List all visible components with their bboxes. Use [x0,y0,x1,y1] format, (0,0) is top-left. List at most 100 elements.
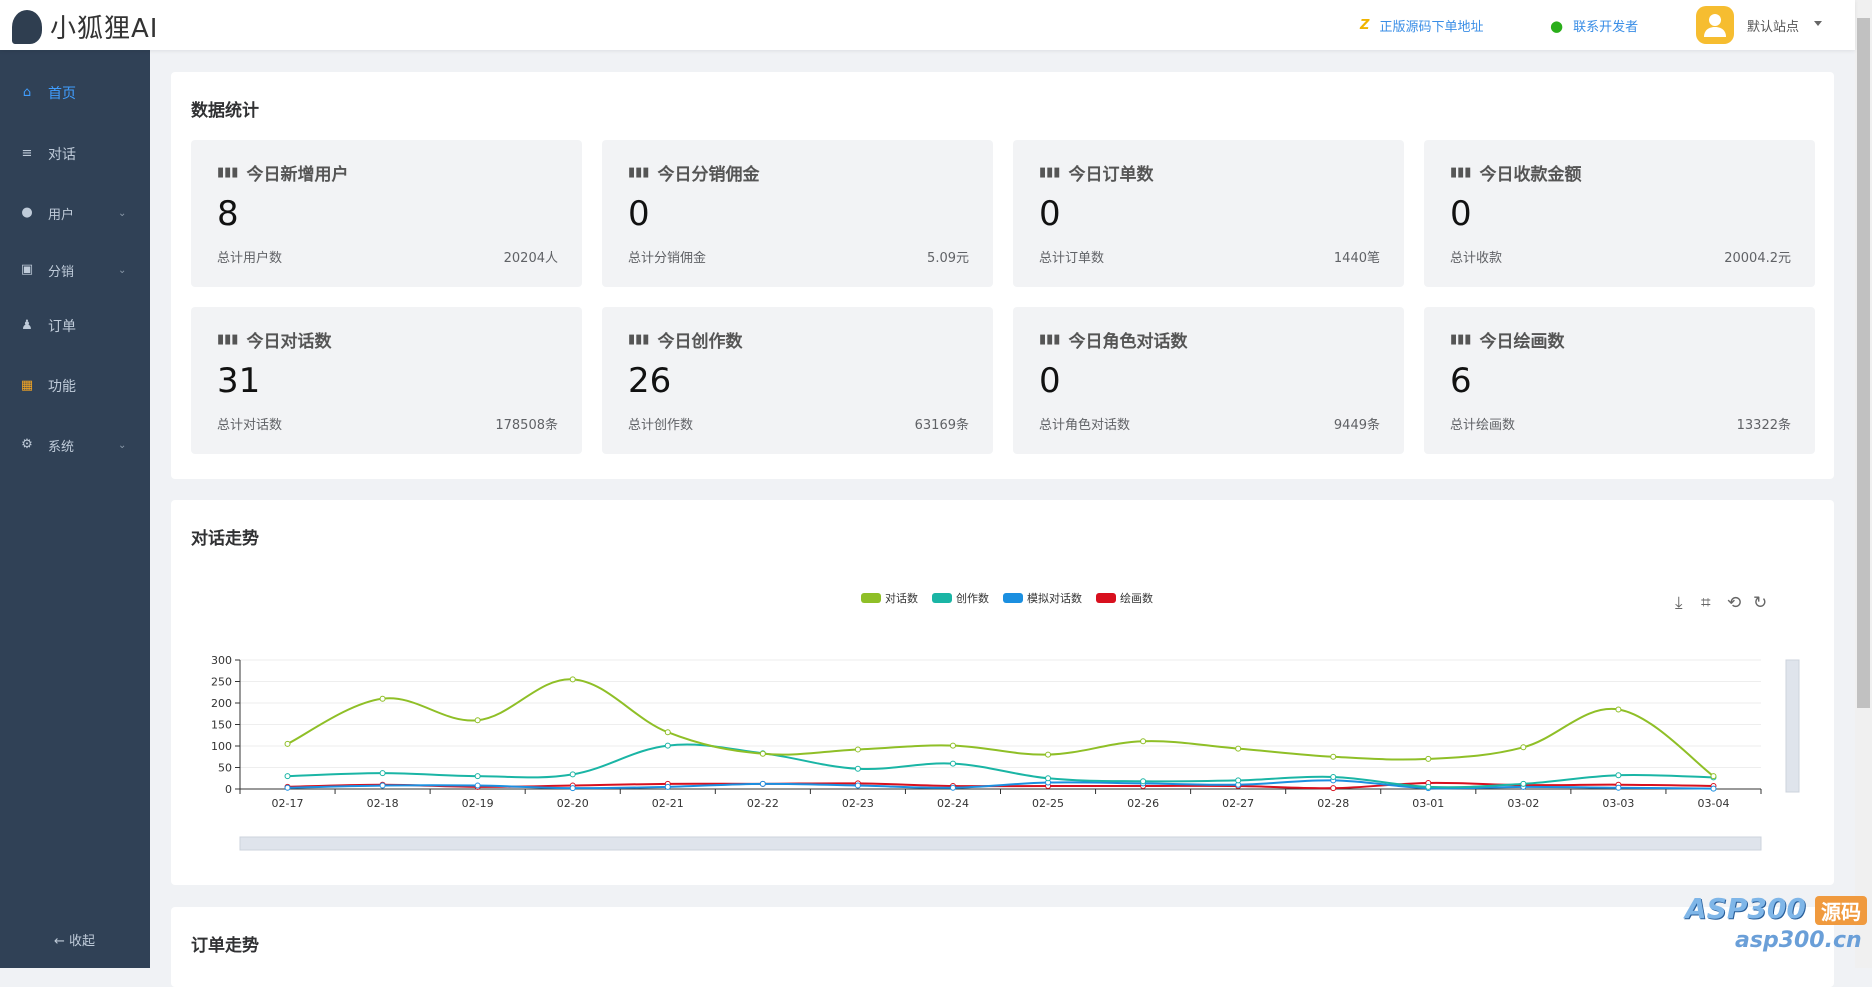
stat-title: ▮▮▮ 今日对话数 [217,327,331,352]
data-point[interactable] [569,785,576,792]
data-point[interactable] [1045,751,1052,758]
data-point[interactable] [759,750,766,757]
legend-swatch[interactable] [861,593,881,603]
sidebar-item-chat[interactable]: ≡ 对话 [0,132,150,176]
data-point[interactable] [284,740,291,747]
data-point[interactable] [569,676,576,683]
chevron-down-icon: ⌄ [118,264,127,276]
site-selector[interactable]: 默认站点 [1747,20,1800,35]
data-point[interactable] [854,782,861,789]
legend-swatch[interactable] [1096,593,1116,603]
data-point[interactable] [474,717,481,724]
zoom-select-icon[interactable]: ⌗ [1701,593,1711,613]
stat-box: ▮▮▮ 今日角色对话数 0 总计角色对话数 9449条 [1013,307,1404,454]
stat-total-value: 13322条 [1736,418,1791,433]
sidebar-item-system[interactable]: ⚙ 系统 ⌄ [0,423,150,467]
sidebar-item-distribution[interactable]: ▣ 分销 ⌄ [0,248,150,292]
data-point[interactable] [379,695,386,702]
data-point[interactable] [1710,785,1717,792]
stat-total-value: 1440笔 [1333,251,1380,266]
stat-total-label: 总计收款 [1450,251,1503,266]
logo[interactable]: 小狐狸AI [12,8,158,45]
sidebar-item-features[interactable]: ▦ 功能 [0,364,150,408]
sidebar-label: 订单 [48,319,76,335]
data-point[interactable] [474,782,481,789]
data-point[interactable] [1615,784,1622,791]
data-point[interactable] [1425,783,1432,790]
data-point[interactable] [1520,744,1527,751]
download-icon[interactable]: ⤓ [1675,593,1683,613]
data-point[interactable] [1710,773,1717,780]
stat-total-label: 总计用户数 [217,251,283,266]
data-point[interactable] [1045,775,1052,782]
data-point[interactable] [1520,780,1527,787]
data-point[interactable] [1425,755,1432,762]
trend-title: 对话走势 [191,529,259,549]
data-point[interactable] [949,742,956,749]
watermark-url: asp300.cn [1735,928,1862,953]
legend-swatch[interactable] [1003,593,1023,603]
data-point[interactable] [854,765,861,772]
bar-chart-icon: ▮▮▮ [1039,165,1061,180]
data-point[interactable] [949,760,956,767]
bar-chart-icon: ▮▮▮ [628,165,650,180]
stat-title: ▮▮▮ 今日分销佣金 [628,160,759,185]
stat-total-value: 5.09元 [927,251,969,266]
avatar[interactable] [1696,6,1734,44]
caret-down-icon[interactable] [1814,21,1822,30]
data-point[interactable] [379,782,386,789]
legend-label[interactable]: 绘画数 [1120,591,1153,605]
restore-icon[interactable]: ↻ [1753,593,1767,613]
contact-developer-link[interactable]: ● 联系开发者 [1550,16,1638,36]
data-point[interactable] [1615,772,1622,779]
sidebar-item-orders[interactable]: ♟ 订单 [0,304,150,348]
sidebar-item-home[interactable]: ⌂ 首页 [0,71,150,115]
series-line-1 [287,743,1714,789]
data-point[interactable] [474,773,481,780]
trend-chart[interactable]: 0 50 100 150 200 250 300 02-17 02-18 02-19 02-20 02… [171,500,1834,885]
legend-label[interactable]: 模拟对话数 [1027,591,1082,605]
data-point[interactable] [664,783,671,790]
data-point[interactable] [569,771,576,778]
zoom-reset-icon[interactable]: ⟲ [1727,593,1741,613]
chevron-down-icon: ⌄ [118,439,127,451]
source-order-link[interactable]: Z 正版源码下单地址 [1360,16,1483,35]
scrollbar-thumb[interactable] [1857,18,1870,708]
data-point[interactable] [284,773,291,780]
page-scrollbar[interactable] [1855,0,1872,968]
data-point[interactable] [284,784,291,791]
data-point[interactable] [1235,777,1242,784]
z-brand-icon: Z [1360,18,1370,33]
stat-total-value: 178508条 [495,418,558,433]
data-point[interactable] [1140,738,1147,745]
data-point[interactable] [949,784,956,791]
data-point[interactable] [1330,773,1337,780]
vertical-datazoom-slider[interactable] [1785,659,1800,793]
data-point[interactable] [854,746,861,753]
legend-label[interactable]: 创作数 [956,592,989,605]
data-point[interactable] [1330,785,1337,792]
data-point[interactable] [1235,745,1242,752]
data-point[interactable] [1330,753,1337,760]
trend-card: 对话走势 0 50 100 150 200 250 300 02-17 02-18 02-19 02… [171,500,1834,885]
horizontal-datazoom-slider[interactable] [239,836,1762,851]
legend-swatch[interactable] [932,593,952,603]
legend-label[interactable]: 对话数 [885,591,918,605]
sidebar-item-users[interactable]: ● 用户 ⌄ [0,191,150,235]
data-point[interactable] [379,770,386,777]
data-point[interactable] [664,729,671,736]
data-point[interactable] [1615,706,1622,713]
x-tick-label: 02-20 [557,797,589,810]
y-tick-label: 200 [211,697,232,710]
stat-title: ▮▮▮ 今日创作数 [628,327,742,352]
stat-total-value: 63169条 [914,418,969,433]
data-point[interactable] [759,780,766,787]
data-point[interactable] [1140,778,1147,785]
sidebar-label: 功能 [48,379,76,395]
x-tick-label: 03-01 [1412,797,1444,810]
collapse-sidebar-button[interactable]: ← 收起 [54,934,96,949]
stat-total-value: 20204人 [503,251,558,266]
stat-total-label: 总计角色对话数 [1039,418,1131,433]
stat-total-label: 总计订单数 [1039,251,1105,266]
data-point[interactable] [664,742,671,749]
